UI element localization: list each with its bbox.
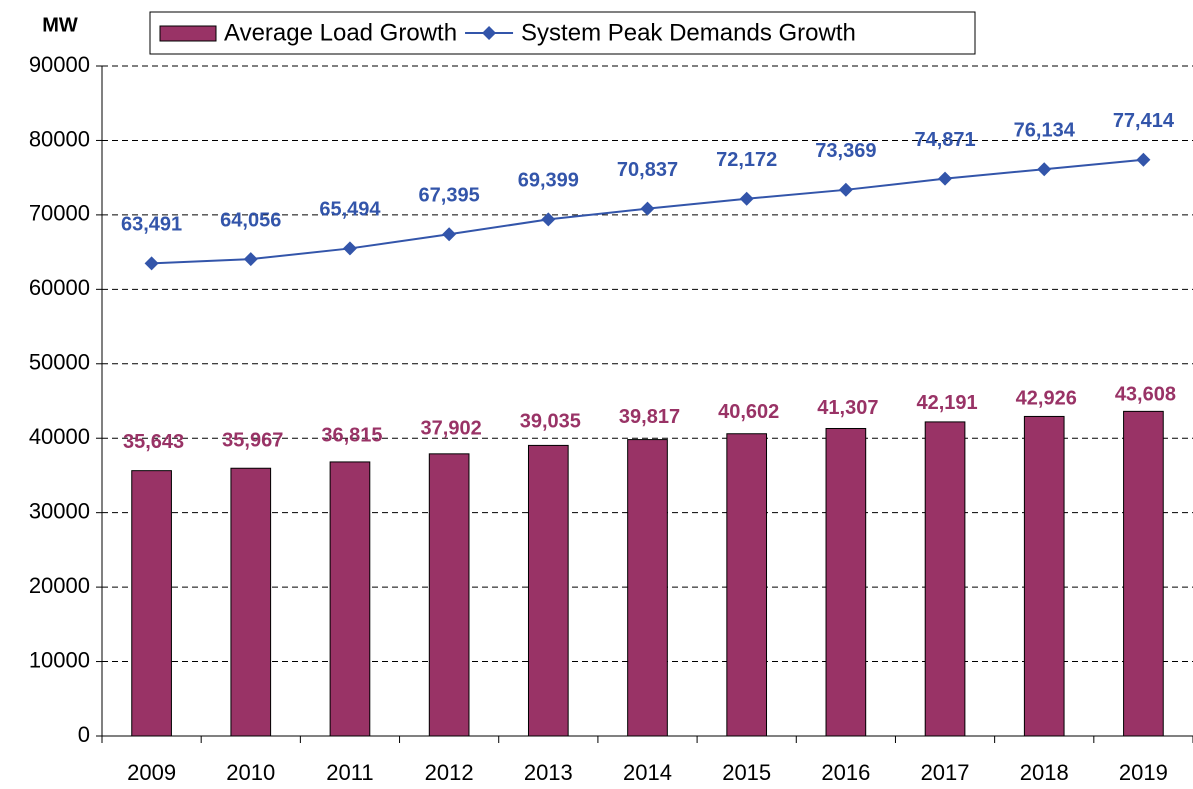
marker <box>739 191 754 206</box>
marker <box>144 256 159 271</box>
x-tick-label: 2017 <box>921 760 970 785</box>
data-label: 35,967 <box>222 430 283 452</box>
y-tick-label: 80000 <box>29 126 90 151</box>
bar <box>230 467 272 737</box>
data-label: 74,871 <box>914 129 975 151</box>
x-tick-label: 2011 <box>326 760 373 785</box>
data-label: 76,134 <box>1014 120 1076 142</box>
data-label: 77,414 <box>1113 110 1175 132</box>
data-label: 39,035 <box>520 410 581 432</box>
data-label: 65,494 <box>319 199 381 221</box>
y-axis-label: MW <box>42 14 78 36</box>
legend-label: Average Load Growth <box>224 19 457 46</box>
data-label: 35,643 <box>123 431 184 453</box>
x-tick-label: 2016 <box>821 760 870 785</box>
bar <box>627 439 668 737</box>
legend-swatch <box>482 26 497 40</box>
data-label: 42,191 <box>916 392 977 414</box>
y-tick-label: 0 <box>78 722 90 747</box>
data-label: 73,369 <box>815 140 876 162</box>
data-label: 39,817 <box>619 406 680 428</box>
x-tick-label: 2013 <box>524 760 573 785</box>
marker <box>1136 152 1151 167</box>
x-tick-label: 2012 <box>425 760 474 785</box>
x-tick-label: 2014 <box>623 760 672 785</box>
bar <box>924 421 966 737</box>
y-tick-label: 60000 <box>29 275 90 300</box>
data-label: 63,491 <box>121 214 182 236</box>
x-tick-label: 2009 <box>127 760 176 785</box>
bar <box>1023 415 1065 737</box>
y-tick-label: 90000 <box>29 52 90 77</box>
marker <box>838 182 853 197</box>
legend-label: System Peak Demands Growth <box>521 19 856 46</box>
data-label: 72,172 <box>716 149 777 171</box>
data-label: 43,608 <box>1115 384 1176 406</box>
marker <box>243 252 258 267</box>
x-tick-label: 2018 <box>1020 760 1069 785</box>
data-label: 37,902 <box>421 418 482 440</box>
y-tick-label: 70000 <box>29 201 90 226</box>
y-tick-label: 20000 <box>29 573 90 598</box>
x-tick-label: 2010 <box>226 760 275 785</box>
x-tick-label: 2019 <box>1119 760 1168 785</box>
bar <box>527 444 569 737</box>
bar <box>825 427 867 737</box>
data-label: 36,815 <box>321 425 382 447</box>
legend-box <box>149 11 976 55</box>
data-label: 70,837 <box>617 159 678 181</box>
marker <box>938 171 953 186</box>
y-tick-label: 30000 <box>29 498 90 523</box>
marker <box>1037 162 1052 177</box>
y-tick-label: 50000 <box>29 350 90 375</box>
bar <box>329 461 371 737</box>
legend-swatch <box>159 25 217 42</box>
bar <box>1123 410 1164 737</box>
marker <box>640 201 655 216</box>
bar <box>726 433 768 737</box>
bar <box>428 453 470 737</box>
data-label: 64,056 <box>220 209 281 231</box>
y-tick-label: 40000 <box>29 424 90 449</box>
data-label: 41,307 <box>817 397 878 419</box>
bar <box>131 470 172 737</box>
y-tick-label: 10000 <box>29 647 90 672</box>
data-label: 67,395 <box>419 185 480 207</box>
marker <box>541 212 556 227</box>
marker <box>342 241 357 256</box>
marker <box>442 227 457 242</box>
x-tick-label: 2015 <box>722 760 771 785</box>
data-label: 69,399 <box>518 170 579 192</box>
data-label: 42,926 <box>1016 388 1077 410</box>
data-label: 40,602 <box>718 401 779 423</box>
